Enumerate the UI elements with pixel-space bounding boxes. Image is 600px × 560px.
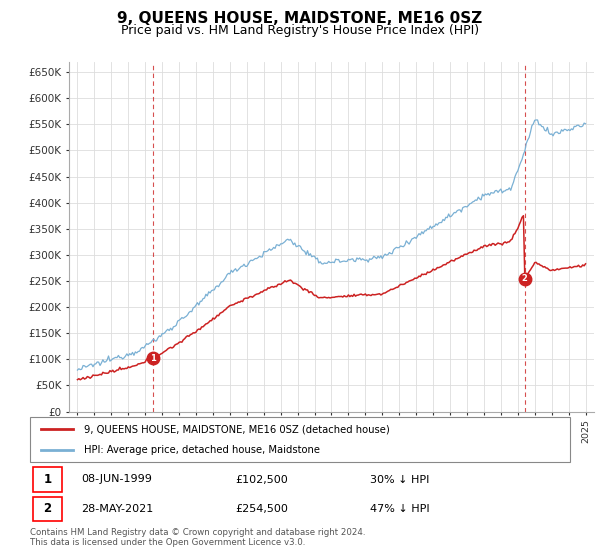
Text: 47% ↓ HPI: 47% ↓ HPI [370,504,430,514]
Text: Contains HM Land Registry data © Crown copyright and database right 2024.
This d: Contains HM Land Registry data © Crown c… [30,528,365,547]
Text: 1: 1 [43,473,52,486]
Text: 9, QUEENS HOUSE, MAIDSTONE, ME16 0SZ (detached house): 9, QUEENS HOUSE, MAIDSTONE, ME16 0SZ (de… [84,424,390,435]
FancyBboxPatch shape [33,497,62,521]
Text: 30% ↓ HPI: 30% ↓ HPI [370,474,430,484]
Text: 08-JUN-1999: 08-JUN-1999 [82,474,152,484]
Text: £254,500: £254,500 [235,504,288,514]
Text: £102,500: £102,500 [235,474,288,484]
Text: 2: 2 [522,274,527,283]
Text: 9, QUEENS HOUSE, MAIDSTONE, ME16 0SZ: 9, QUEENS HOUSE, MAIDSTONE, ME16 0SZ [118,11,482,26]
Text: 28-MAY-2021: 28-MAY-2021 [82,504,154,514]
Text: HPI: Average price, detached house, Maidstone: HPI: Average price, detached house, Maid… [84,445,320,455]
FancyBboxPatch shape [30,417,570,462]
Text: Price paid vs. HM Land Registry's House Price Index (HPI): Price paid vs. HM Land Registry's House … [121,24,479,36]
FancyBboxPatch shape [33,467,62,492]
Text: 2: 2 [43,502,52,515]
Text: 1: 1 [150,353,155,362]
